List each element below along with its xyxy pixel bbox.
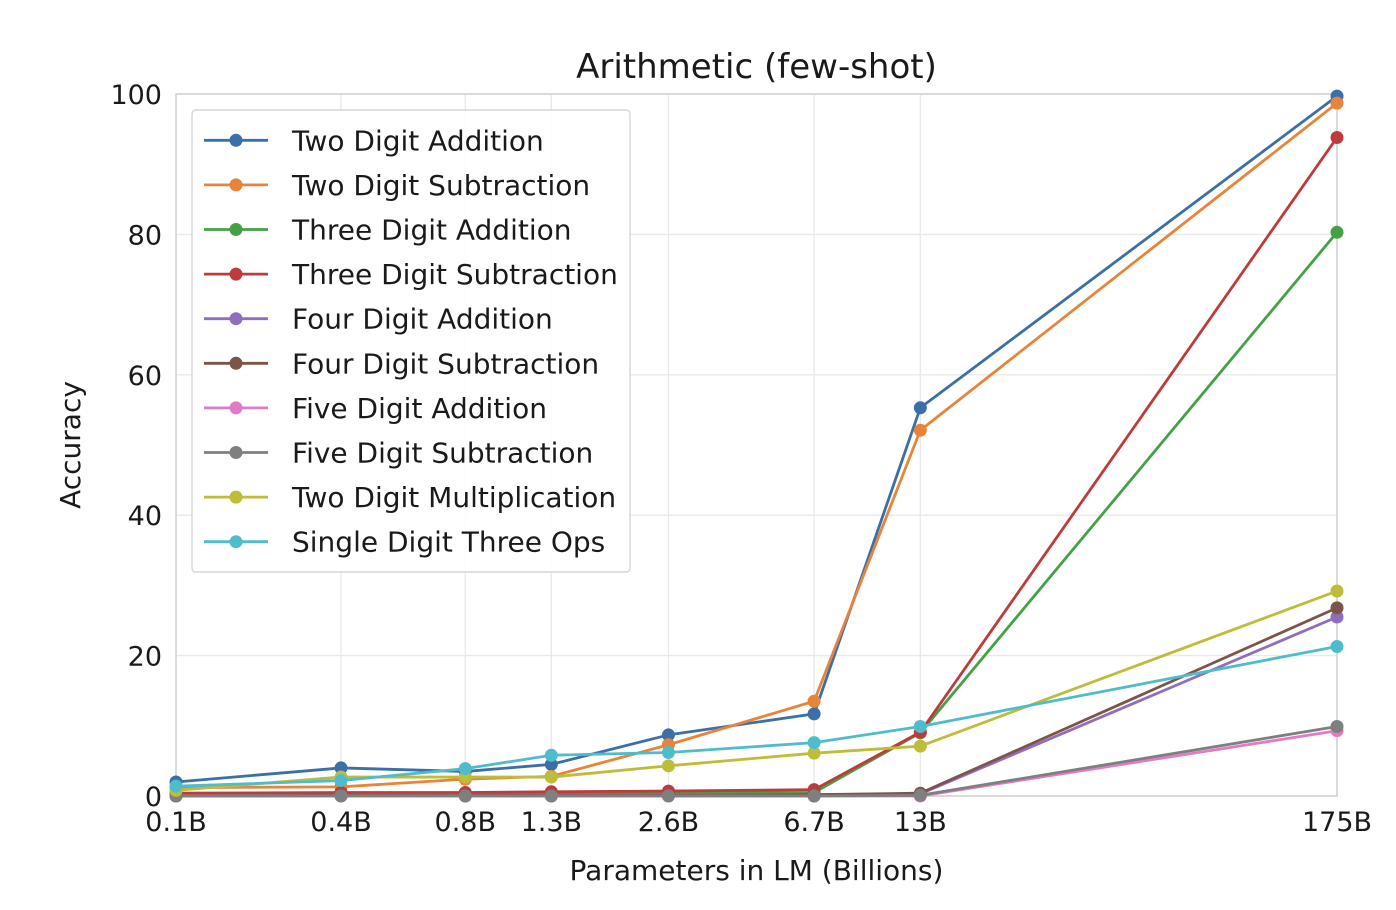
legend-marker [229, 267, 243, 281]
series-two-digit-multiplication [169, 584, 1344, 797]
legend-item: Three Digit Subtraction [204, 258, 618, 291]
data-point [1330, 610, 1344, 624]
data-point [807, 736, 821, 750]
y-tick-label: 40 [128, 501, 162, 532]
series-line [175, 645, 1338, 788]
legend-label: Four Digit Addition [292, 303, 553, 336]
legend-item: Three Digit Addition [204, 214, 572, 247]
x-tick-label: 2.6B [638, 807, 699, 838]
data-point [544, 770, 558, 784]
data-point [169, 779, 183, 793]
series-five-digit-subtraction [169, 720, 1344, 803]
legend-marker [229, 133, 243, 147]
series-line [176, 725, 1338, 798]
legend-marker [229, 535, 243, 549]
data-point [661, 745, 675, 759]
chart-title: Arithmetic (few-shot) [576, 47, 937, 87]
data-point [334, 774, 348, 788]
x-tick-label: 0.8B [435, 807, 496, 838]
data-point [1330, 601, 1344, 615]
y-tick-label: 80 [128, 220, 162, 251]
data-point [913, 788, 927, 802]
legend-item: Four Digit Subtraction [204, 347, 599, 380]
data-point [458, 789, 472, 803]
legend-label: Two Digit Multiplication [291, 481, 616, 514]
legend-label: Two Digit Subtraction [291, 169, 590, 202]
legend-marker [229, 178, 243, 192]
legend-label: Single Digit Three Ops [292, 526, 605, 559]
x-tick-label: 0.4B [310, 807, 371, 838]
x-tick-label: 6.7B [783, 807, 844, 838]
data-point [807, 789, 821, 803]
series-single-digit-three-ops [169, 639, 1344, 793]
y-tick-label: 100 [110, 80, 162, 111]
data-point [544, 789, 558, 803]
legend-marker [229, 312, 243, 326]
x-tick-label: 0.1B [145, 807, 206, 838]
legend-label: Five Digit Addition [292, 392, 547, 425]
legend-label: Three Digit Addition [291, 214, 572, 247]
legend-item: Four Digit Addition [204, 303, 553, 336]
legend-box [191, 109, 631, 573]
legend-item: Five Digit Subtraction [204, 437, 593, 470]
series-line [175, 94, 1338, 784]
data-point [544, 757, 558, 771]
data-point [458, 762, 472, 776]
data-point [807, 746, 821, 760]
legend-label: Three Digit Subtraction [291, 258, 618, 291]
x-tick-label: 1.3B [521, 807, 582, 838]
x-ticks: 0.1B 0.4B 0.8B 1.3B 2.6B 6.7B 13B 175B [145, 807, 1372, 838]
data-point [661, 789, 675, 803]
legend-item: Single Digit Three Ops [204, 526, 605, 559]
legend-marker [229, 356, 243, 370]
series-layer [169, 89, 1344, 803]
legend-label: Four Digit Subtraction [292, 347, 599, 380]
data-point [1330, 225, 1344, 239]
legend-item: Two Digit Subtraction [204, 169, 590, 202]
y-axis-label: Accuracy [54, 381, 87, 509]
y-tick-label: 20 [128, 642, 162, 673]
data-point [807, 707, 821, 721]
data-point [1330, 96, 1344, 110]
legend-marker [229, 490, 243, 504]
data-point [661, 759, 675, 773]
legend-marker [229, 401, 243, 415]
data-point [1330, 131, 1344, 145]
data-point [807, 694, 821, 708]
legend-label: Two Digit Addition [291, 124, 544, 157]
legend-marker [229, 446, 243, 459]
data-point [1330, 584, 1344, 598]
legend-item: Two Digit Addition [204, 124, 544, 157]
legend-marker [229, 223, 243, 236]
x-tick-label: 175B [1302, 807, 1372, 838]
y-tick-label: 60 [128, 361, 162, 392]
data-point [334, 789, 348, 803]
y-ticks: 0 20 40 60 80 100 [110, 80, 162, 813]
legend: Two Digit Addition Two Digit Subtraction T… [191, 109, 631, 573]
data-point [913, 401, 927, 415]
data-point [913, 423, 927, 437]
x-tick-label: 13B [894, 807, 947, 838]
x-axis-label: Parameters in LM (Billions) [570, 854, 944, 887]
data-point [1330, 639, 1344, 653]
legend-item: Five Digit Addition [204, 392, 547, 425]
y-tick-label: 0 [145, 782, 162, 813]
legend-label: Five Digit Subtraction [292, 437, 593, 470]
data-point [913, 739, 927, 753]
legend-item: Two Digit Multiplication [204, 481, 616, 514]
series-line [175, 136, 1339, 795]
series-line [175, 102, 1338, 789]
data-point [334, 761, 348, 775]
data-point [913, 720, 927, 734]
data-point [1330, 720, 1344, 734]
series-line [175, 589, 1338, 792]
data-point [544, 748, 558, 762]
data-point [661, 728, 675, 742]
